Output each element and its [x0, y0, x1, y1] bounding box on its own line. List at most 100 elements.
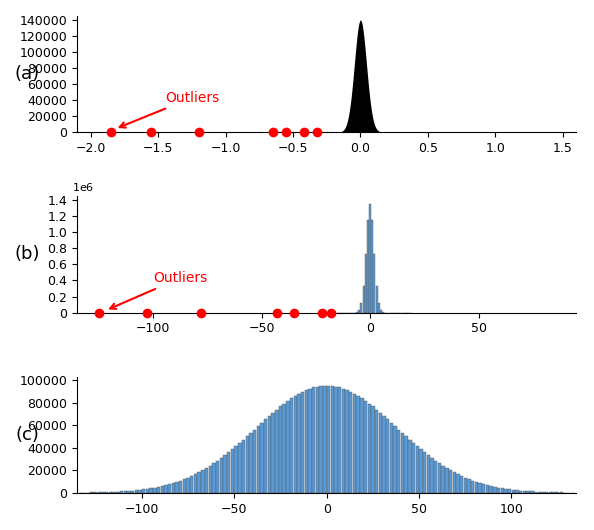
Bar — [279, 407, 282, 493]
Bar — [365, 254, 366, 313]
Text: (a): (a) — [15, 65, 40, 83]
Bar — [275, 410, 279, 493]
Text: (b): (b) — [15, 245, 40, 263]
Bar — [138, 490, 142, 493]
Bar — [486, 485, 489, 493]
Bar — [516, 490, 519, 493]
Text: (c): (c) — [15, 426, 39, 444]
Bar — [109, 492, 112, 493]
Bar — [293, 396, 297, 493]
Bar — [230, 449, 234, 493]
Bar — [216, 461, 219, 493]
Bar — [441, 466, 445, 493]
Bar — [116, 492, 119, 493]
Bar — [253, 429, 257, 493]
Bar — [260, 423, 264, 493]
Bar — [308, 388, 312, 493]
Bar — [131, 491, 134, 493]
Bar — [380, 310, 382, 313]
Bar — [320, 386, 323, 493]
Bar — [364, 401, 367, 493]
Bar — [124, 491, 127, 493]
Bar — [342, 388, 345, 493]
Bar — [534, 492, 537, 493]
Bar — [526, 491, 530, 493]
Bar — [208, 466, 212, 493]
Bar — [538, 492, 541, 493]
Bar — [268, 416, 271, 493]
Bar — [478, 483, 482, 493]
Bar — [112, 492, 116, 493]
Bar — [375, 410, 378, 493]
Bar — [423, 452, 426, 493]
Bar — [438, 463, 441, 493]
Bar — [497, 488, 500, 493]
Bar — [367, 220, 369, 313]
Bar — [323, 386, 327, 493]
Bar — [297, 394, 301, 493]
Bar — [378, 413, 382, 493]
Bar — [286, 401, 290, 493]
Bar — [187, 478, 190, 493]
Text: Outliers: Outliers — [120, 91, 219, 128]
Bar — [401, 433, 404, 493]
Bar — [541, 492, 545, 493]
Bar — [338, 387, 342, 493]
Bar — [386, 419, 390, 493]
Bar — [327, 386, 330, 493]
Bar — [489, 486, 493, 493]
Bar — [471, 481, 475, 493]
Bar — [271, 413, 275, 493]
Bar — [312, 387, 315, 493]
Bar — [290, 398, 293, 493]
Bar — [345, 390, 349, 493]
Bar — [434, 461, 437, 493]
Bar — [157, 487, 160, 493]
Bar — [102, 492, 105, 493]
Bar — [362, 286, 365, 313]
Bar — [482, 484, 485, 493]
Bar — [405, 436, 408, 493]
Bar — [212, 463, 216, 493]
Bar — [264, 419, 267, 493]
Bar — [301, 392, 304, 493]
Bar — [371, 407, 375, 493]
Bar — [519, 491, 523, 493]
Bar — [453, 472, 456, 493]
Bar — [316, 386, 319, 493]
Bar — [197, 472, 201, 493]
Bar — [146, 489, 149, 493]
Bar — [456, 474, 460, 493]
Bar — [353, 394, 356, 493]
Bar — [135, 490, 138, 493]
Bar — [449, 470, 452, 493]
Bar — [164, 485, 168, 493]
Bar — [545, 492, 548, 493]
Bar — [493, 487, 497, 493]
Bar — [445, 468, 448, 493]
Bar — [349, 392, 352, 493]
Bar — [305, 390, 308, 493]
Bar — [549, 492, 552, 493]
Bar — [375, 286, 378, 313]
Bar — [368, 403, 371, 493]
Bar — [390, 423, 393, 493]
Bar — [153, 488, 157, 493]
Bar — [334, 386, 337, 493]
Bar — [127, 491, 131, 493]
Bar — [175, 482, 179, 493]
Bar — [501, 488, 504, 493]
Bar — [371, 220, 373, 313]
Bar — [378, 303, 380, 313]
Bar — [257, 426, 260, 493]
Bar — [194, 474, 197, 493]
Bar — [330, 386, 334, 493]
Bar — [504, 489, 508, 493]
Bar — [460, 476, 463, 493]
Text: $\mathregular{1e6}$: $\mathregular{1e6}$ — [72, 181, 94, 193]
Bar — [475, 482, 478, 493]
Bar — [552, 492, 556, 493]
Bar — [172, 483, 175, 493]
Bar — [356, 396, 360, 493]
Bar — [467, 479, 470, 493]
